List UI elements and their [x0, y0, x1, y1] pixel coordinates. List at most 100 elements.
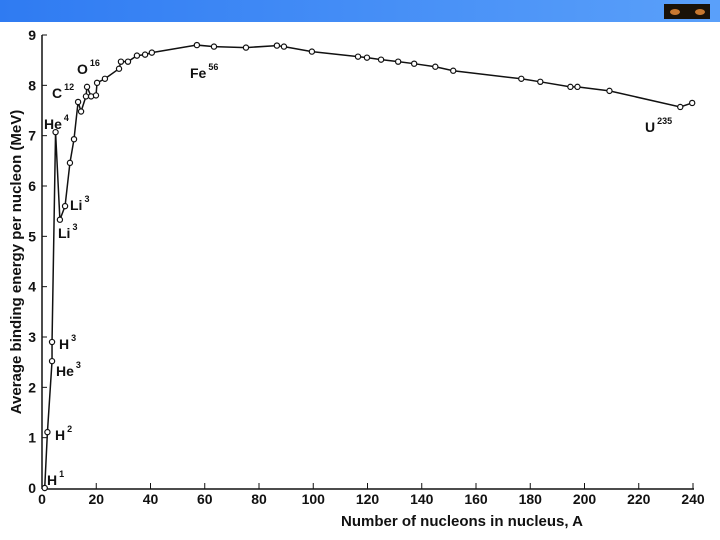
x-tick-label: 220 [627, 491, 651, 507]
data-point [101, 75, 109, 82]
data-point [133, 52, 141, 59]
mass-number: 4 [64, 113, 69, 123]
data-point [70, 135, 78, 143]
nuclide-label: Li 3 [70, 194, 89, 213]
data-point [432, 63, 439, 70]
data-point [124, 58, 132, 65]
data-point [688, 99, 696, 107]
data-point [354, 53, 362, 60]
mass-number: 2 [67, 424, 72, 434]
mass-number: 56 [208, 62, 218, 72]
data-point [574, 83, 581, 91]
data-point [41, 484, 48, 492]
x-tick-label: 120 [356, 491, 380, 507]
data-point [280, 43, 288, 50]
data-point [56, 216, 64, 223]
y-tick-label: 4 [28, 279, 36, 295]
mass-number: 3 [76, 360, 81, 370]
data-point [363, 54, 371, 61]
nuclide-symbol: Li [58, 225, 70, 241]
mass-number: 1 [59, 469, 64, 479]
y-tick-label: 7 [28, 128, 36, 144]
header-bar [0, 0, 720, 22]
mass-number: 16 [90, 58, 100, 68]
x-tick-label: 180 [519, 491, 543, 507]
data-point [193, 41, 201, 49]
data-point [537, 78, 544, 86]
data-point [567, 83, 574, 91]
x-tick-label: 140 [410, 491, 434, 507]
data-point [82, 93, 90, 100]
x-tick-label: 160 [464, 491, 488, 507]
nuclide-symbol: C [52, 85, 62, 101]
data-point [44, 428, 51, 436]
nuclide-symbol: Li [70, 197, 82, 213]
nuclide-label: Li 3 [58, 222, 77, 241]
y-tick-label: 3 [28, 329, 36, 345]
nuclide-symbol: O [77, 61, 88, 77]
mass-number: 235 [657, 116, 672, 126]
nuclide-symbol: Fe [190, 65, 207, 81]
x-tick-label: 80 [251, 491, 267, 507]
data-point [93, 79, 101, 87]
curve [43, 44, 693, 489]
nuclide-label: Fe 56 [190, 62, 218, 81]
nuclide-symbol: U [645, 119, 655, 135]
nuclide-label: He 3 [56, 360, 81, 379]
data-point [92, 92, 100, 99]
data-point [394, 58, 402, 65]
data-point [141, 51, 149, 58]
data-point [66, 159, 74, 167]
nuclide-symbol: He [44, 116, 62, 132]
nuclide-label: U 235 [645, 116, 672, 135]
nuclide-symbol: H [55, 427, 65, 443]
nuclide-symbol: H [47, 472, 57, 488]
nuclide-symbol: He [56, 363, 74, 379]
y-tick-label: 5 [28, 228, 36, 244]
x-tick-label: 200 [573, 491, 597, 507]
data-point [606, 87, 613, 95]
mass-number: 12 [64, 82, 74, 92]
data-point [410, 60, 418, 67]
data-point [48, 357, 56, 365]
x-tick-label: 60 [197, 491, 213, 507]
data-point [74, 98, 82, 106]
mass-number: 3 [72, 222, 77, 232]
y-tick-label: 1 [28, 430, 36, 446]
nuclide-label: O 16 [77, 58, 100, 77]
data-point [677, 103, 684, 111]
x-tick-label: 40 [143, 491, 159, 507]
y-tick-label: 2 [28, 379, 36, 395]
y-axis-label: Average binding energy per nucleon (MeV) [8, 110, 25, 415]
data-point [77, 108, 85, 115]
y-tick-label: 6 [28, 178, 36, 194]
x-tick-label: 0 [38, 491, 46, 507]
data-point [83, 83, 91, 91]
data-point [48, 338, 56, 346]
data-point [52, 128, 59, 136]
mass-number: 3 [71, 333, 76, 343]
x-tick-label: 100 [302, 491, 326, 507]
data-point [61, 202, 69, 210]
data-point [450, 67, 457, 74]
nuclide-label: He 4 [44, 113, 69, 132]
y-tick-label: 9 [28, 27, 36, 43]
y-tick-label: 8 [28, 77, 36, 93]
nuclide-label: C 12 [52, 82, 74, 101]
x-tick-label: 240 [681, 491, 705, 507]
data-point [148, 49, 156, 56]
data-point [377, 56, 385, 63]
data-point [518, 75, 525, 82]
x-tick-label: 20 [88, 491, 104, 507]
data-point [242, 44, 250, 51]
x-axis-label: Number of nucleons in nucleus, A [341, 513, 583, 530]
logo-icon [664, 4, 710, 19]
y-tick-label: 0 [28, 480, 36, 496]
nuclide-symbol: H [59, 336, 69, 352]
mass-number: 3 [84, 194, 89, 204]
data-point [273, 42, 281, 49]
